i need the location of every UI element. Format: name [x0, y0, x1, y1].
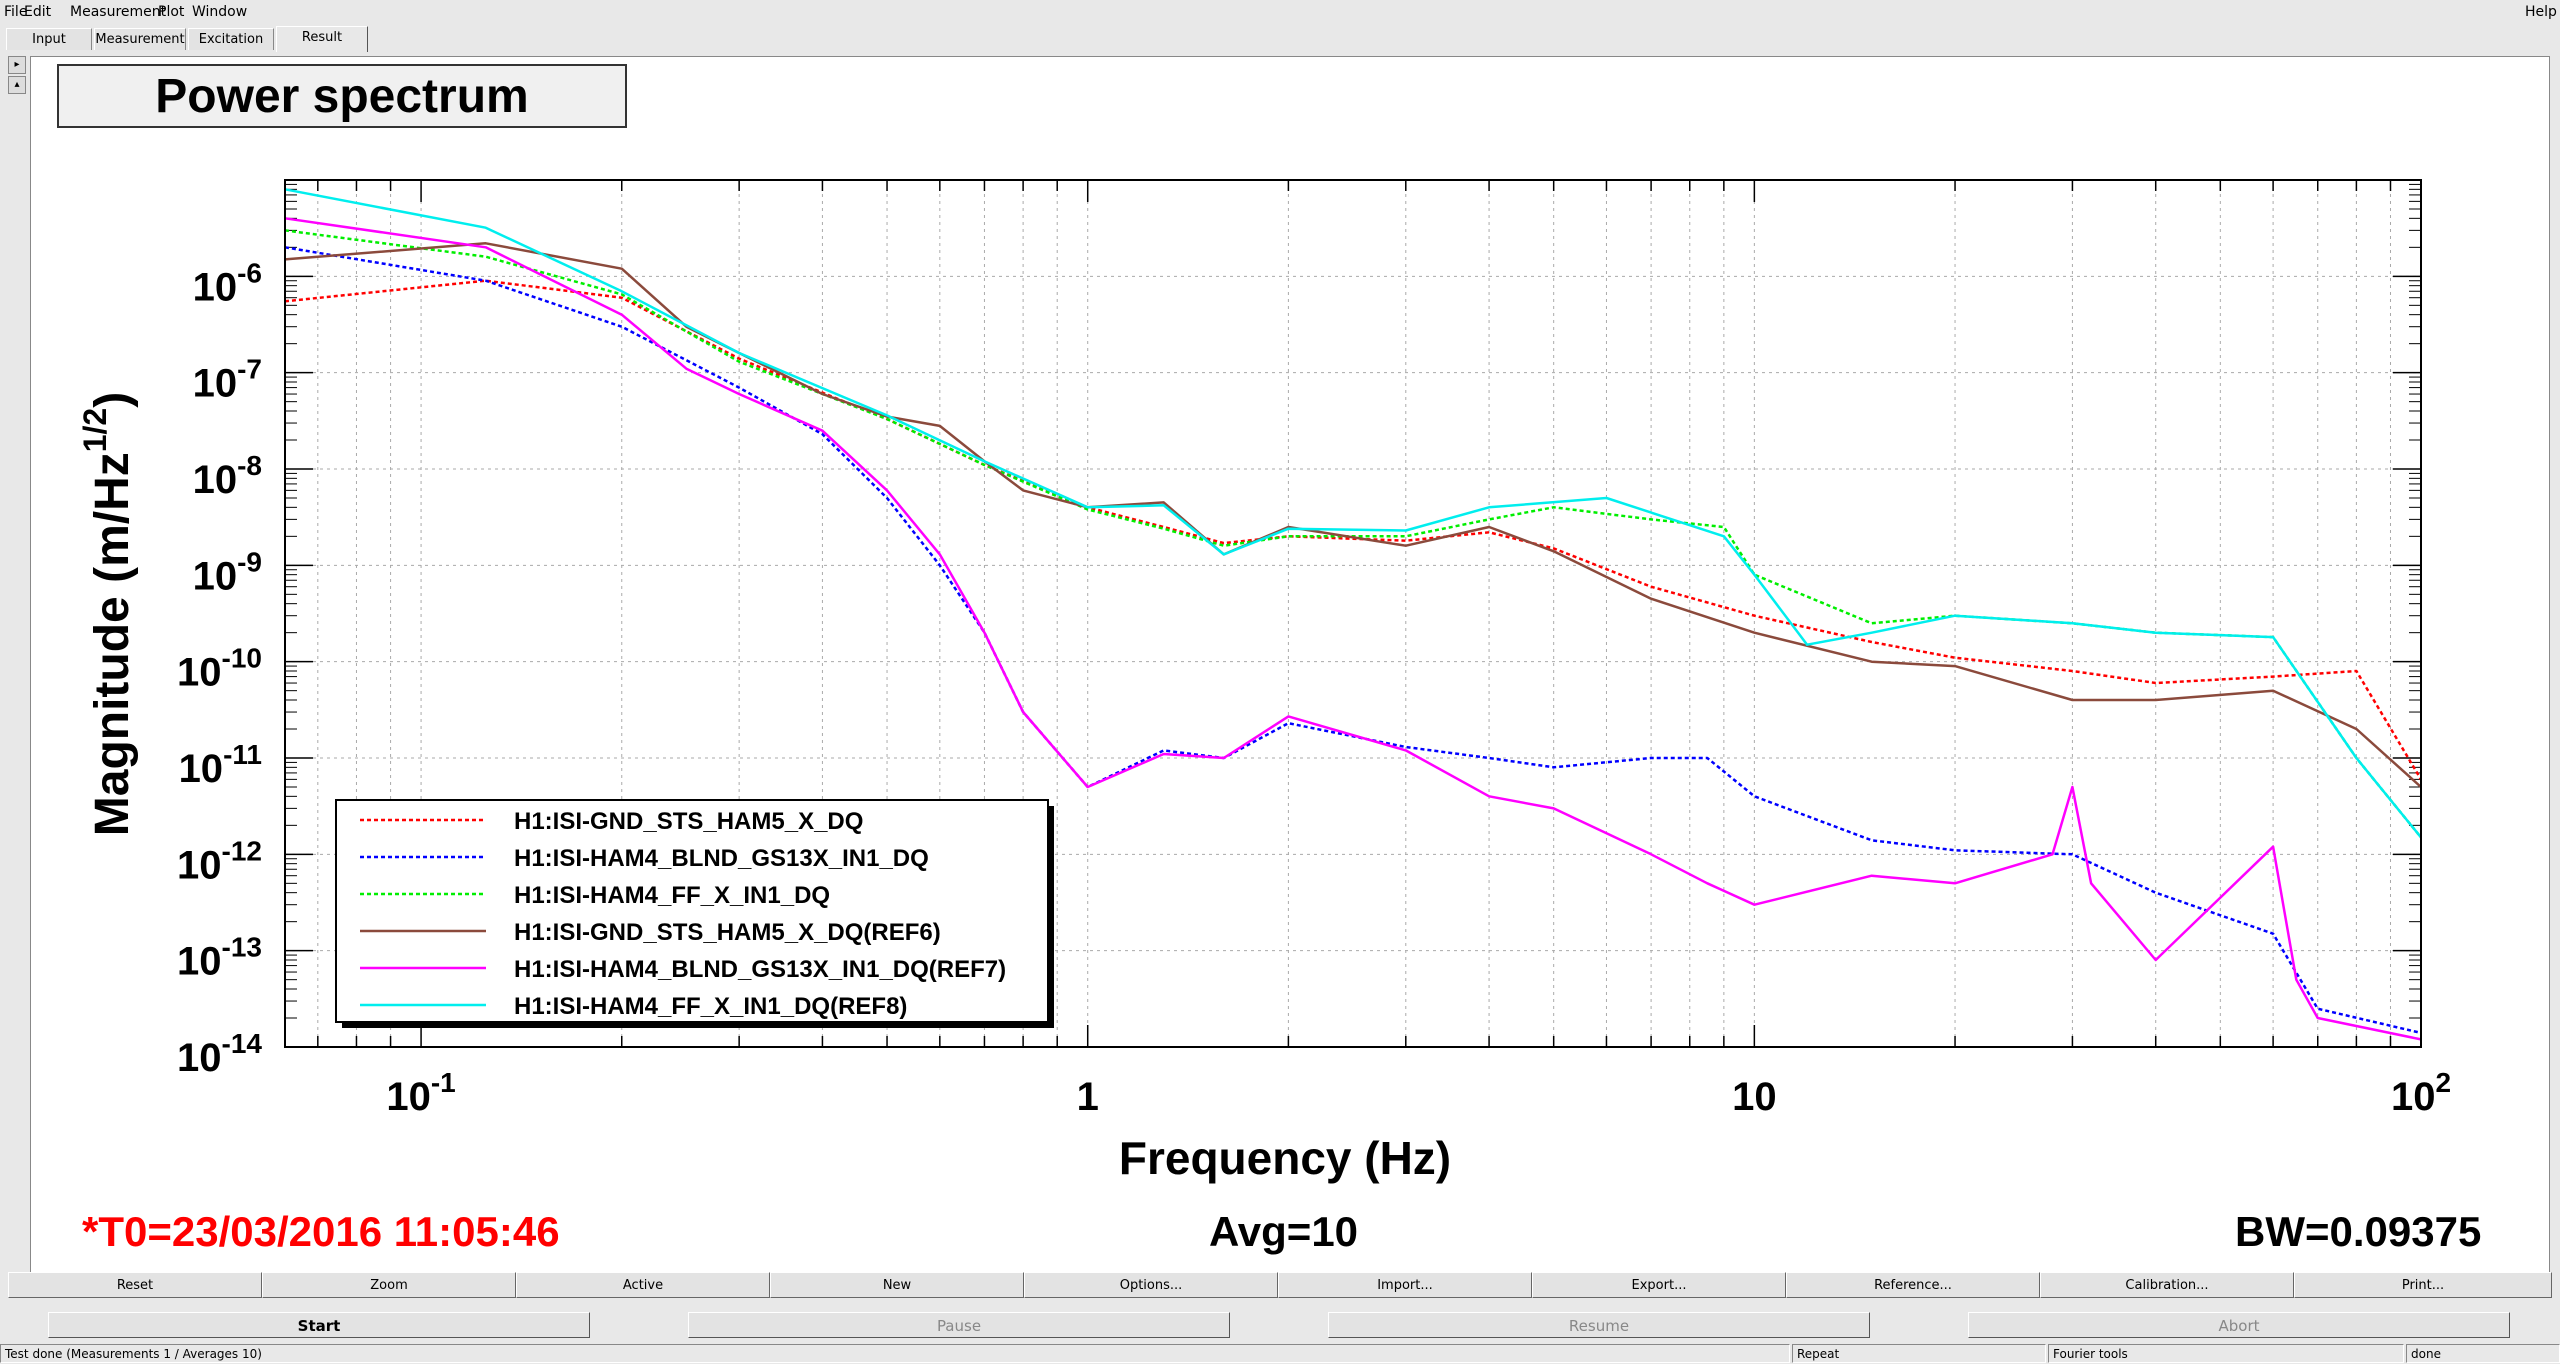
chart-legend: H1:ISI-GND_STS_HAM5_X_DQ H1:ISI-HAM4_BLND…	[335, 799, 1054, 1028]
x-tick-label: 102	[2391, 1067, 2451, 1119]
status-message: Test done (Measurements 1 / Averages 10)	[0, 1344, 1790, 1363]
y-tick-label: 10-14	[177, 1028, 262, 1080]
export-button[interactable]: Export...	[1532, 1272, 1786, 1298]
y-axis-ticks: 10-6 10-7 10-8 10-9 10-10 10-11 10-12 10-13 10-1…	[177, 257, 262, 1080]
chart-series	[284, 188, 2423, 1041]
tab-excitation[interactable]: Excitation	[188, 28, 274, 50]
new-button[interactable]: New	[770, 1272, 1024, 1298]
y-tick-label: 10-6	[193, 257, 262, 309]
tab-input[interactable]: Input	[6, 28, 92, 50]
plot-title: Power spectrum	[57, 64, 627, 128]
tab-bar: Input Measurement Excitation Result	[6, 26, 2560, 52]
y-tick-label: 10-12	[177, 835, 262, 887]
y-tick-label: 10-13	[177, 932, 262, 984]
legend-label-4: H1:ISI-GND_STS_HAM5_X_DQ(REF6)	[514, 919, 941, 946]
x-tick-label: 10	[1732, 1075, 1777, 1119]
y-tick-label: 10-10	[177, 643, 262, 695]
arrow-right-icon[interactable]: ▸	[8, 56, 26, 74]
pause-button[interactable]: Pause	[688, 1312, 1230, 1338]
x-tick-label: 10-1	[386, 1067, 455, 1119]
abort-button[interactable]: Abort	[1968, 1312, 2510, 1338]
legend-box	[335, 799, 1049, 1023]
x-axis-ticks: 10-1 1 10 102	[386, 1067, 2451, 1119]
series-line-6	[284, 188, 2422, 839]
legend-label-3: H1:ISI-HAM4_FF_X_IN1_DQ	[514, 882, 830, 909]
legend-label-6: H1:ISI-HAM4_FF_X_IN1_DQ(REF8)	[514, 993, 907, 1020]
y-tick-label: 10-9	[193, 546, 262, 598]
legend-label-2: H1:ISI-HAM4_BLND_GS13X_IN1_DQ	[514, 845, 929, 872]
y-tick-label: 10-11	[179, 739, 262, 791]
plot-frame	[284, 179, 2422, 1048]
menu-file[interactable]: File	[4, 4, 28, 20]
legend-label-5: H1:ISI-HAM4_BLND_GS13X_IN1_DQ(REF7)	[514, 956, 1006, 983]
y-tick-label: 10-8	[193, 450, 262, 502]
bandwidth: BW=0.09375	[2235, 1208, 2482, 1255]
resume-button[interactable]: Resume	[1328, 1312, 1870, 1338]
import-button[interactable]: Import...	[1278, 1272, 1532, 1298]
calibration-button[interactable]: Calibration...	[2040, 1272, 2294, 1298]
status-bar: Test done (Measurements 1 / Averages 10)…	[0, 1344, 2560, 1364]
plot-toolbar: Reset Zoom Active New Options... Import.…	[8, 1272, 2554, 1300]
averages-count: Avg=10	[1209, 1208, 1359, 1255]
menu-plot[interactable]: Plot	[158, 4, 185, 20]
series-line-2	[284, 246, 2422, 1035]
tab-result[interactable]: Result	[276, 26, 368, 52]
status-tools: Fourier tools	[2048, 1344, 2404, 1363]
y-axis-label: Magnitude (m/Hz1/2)	[77, 392, 139, 836]
arrow-up-icon[interactable]: ▴	[8, 76, 26, 94]
zoom-button[interactable]: Zoom	[262, 1272, 516, 1298]
t0-timestamp: *T0=23/03/2016 11:05:46	[82, 1208, 560, 1255]
x-axis-label: Frequency (Hz)	[1119, 1132, 1451, 1184]
series-line-5	[284, 217, 2422, 1041]
options-button[interactable]: Options...	[1024, 1272, 1278, 1298]
status-state: done	[2406, 1344, 2560, 1363]
pad-selector: ▸ ▴	[8, 56, 28, 96]
series-line-1	[284, 279, 2423, 781]
active-button[interactable]: Active	[516, 1272, 770, 1298]
reset-button[interactable]: Reset	[8, 1272, 262, 1298]
x-tick-label: 1	[1077, 1075, 1099, 1119]
menu-edit[interactable]: Edit	[24, 4, 52, 20]
menu-help[interactable]: Help	[2525, 4, 2557, 20]
start-button[interactable]: Start	[48, 1312, 590, 1338]
measurement-controls: Start Pause Resume Abort	[0, 1312, 2560, 1342]
menu-bar: File Edit Measurement Plot Window Help	[0, 0, 2560, 24]
plot-pad[interactable]	[30, 56, 2550, 1273]
status-repeat: Repeat	[1792, 1344, 2046, 1363]
y-tick-label: 10-7	[193, 354, 262, 406]
series-line-4	[284, 242, 2422, 788]
menu-measurement[interactable]: Measurement	[70, 4, 167, 20]
reference-button[interactable]: Reference...	[1786, 1272, 2040, 1298]
tab-measurement[interactable]: Measurement	[94, 28, 186, 50]
legend-label-1: H1:ISI-GND_STS_HAM5_X_DQ	[514, 808, 863, 835]
print-button[interactable]: Print...	[2294, 1272, 2552, 1298]
menu-window[interactable]: Window	[192, 4, 248, 20]
